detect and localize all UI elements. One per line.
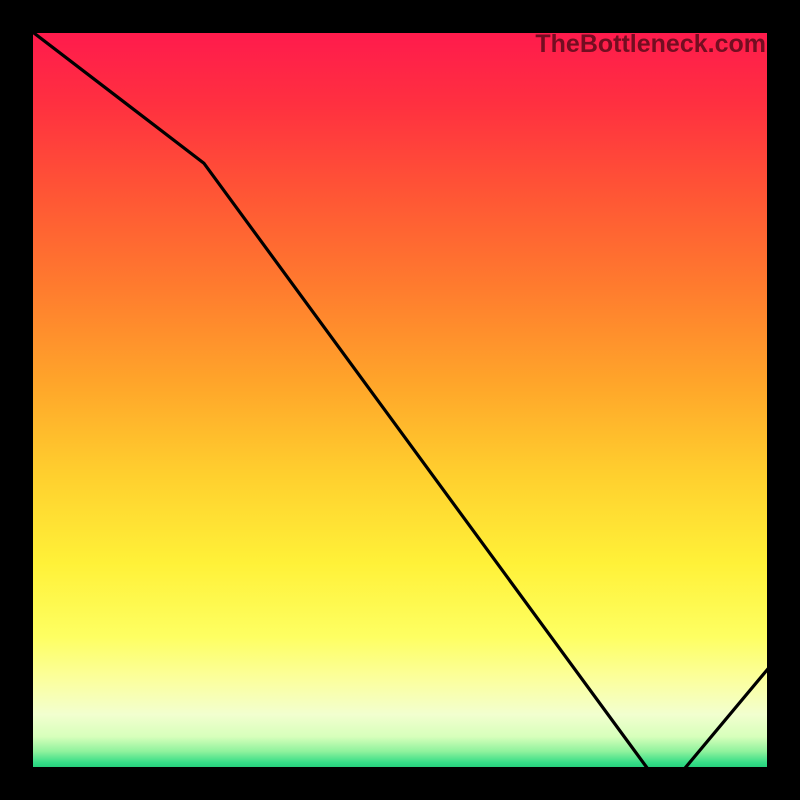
chart-stage: TheBottleneck.com xyxy=(0,0,800,800)
chart-svg xyxy=(0,0,800,800)
plot-area xyxy=(30,30,770,770)
